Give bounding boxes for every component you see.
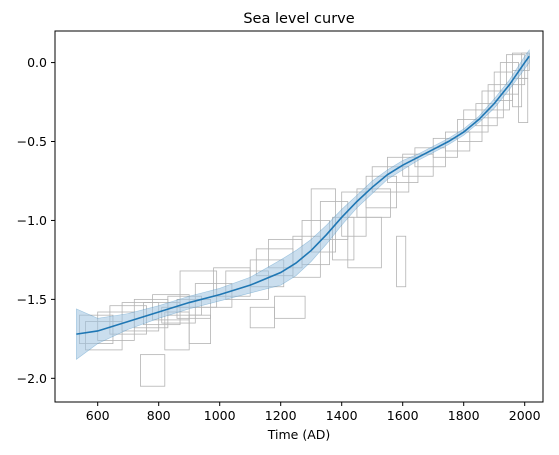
uncertainty-band xyxy=(76,49,530,360)
sea-level-line xyxy=(76,55,530,335)
data-box xyxy=(457,119,483,142)
data-box xyxy=(396,235,407,288)
x-tick-label: 800 xyxy=(147,408,171,423)
chart-title: Sea level curve xyxy=(243,11,354,27)
data-box xyxy=(487,84,510,111)
y-tick-label: 0.0 xyxy=(27,55,47,70)
data-box xyxy=(301,220,330,266)
data-box xyxy=(481,90,504,119)
y-tick-label: −2.0 xyxy=(17,371,47,386)
data-box xyxy=(274,295,306,319)
x-tick-label: 1800 xyxy=(448,408,480,423)
x-axis-label: Time (AD) xyxy=(267,427,331,442)
x-tick-label: 1200 xyxy=(265,408,297,423)
data-box xyxy=(518,77,529,123)
plot-content xyxy=(76,49,530,387)
x-tick-label: 600 xyxy=(86,408,110,423)
data-box xyxy=(475,103,498,127)
x-tick-label: 1600 xyxy=(387,408,419,423)
x-tick-label: 1400 xyxy=(326,408,358,423)
data-box xyxy=(371,166,410,193)
x-tick-label: 2000 xyxy=(509,408,541,423)
y-tick-label: −0.5 xyxy=(17,134,47,149)
data-box xyxy=(505,54,526,86)
axis-ticks: 600 800 1000 1200 1400 1600 1800 2000 0.0 −0.5 −1.… xyxy=(17,55,541,423)
axes-frame xyxy=(54,30,544,403)
data-box xyxy=(188,314,211,344)
y-tick-label: −1.5 xyxy=(17,292,47,307)
y-tick-label: −1.0 xyxy=(17,213,47,228)
x-tick-label: 1000 xyxy=(204,408,236,423)
data-box xyxy=(139,354,166,387)
plot-area xyxy=(76,49,530,387)
